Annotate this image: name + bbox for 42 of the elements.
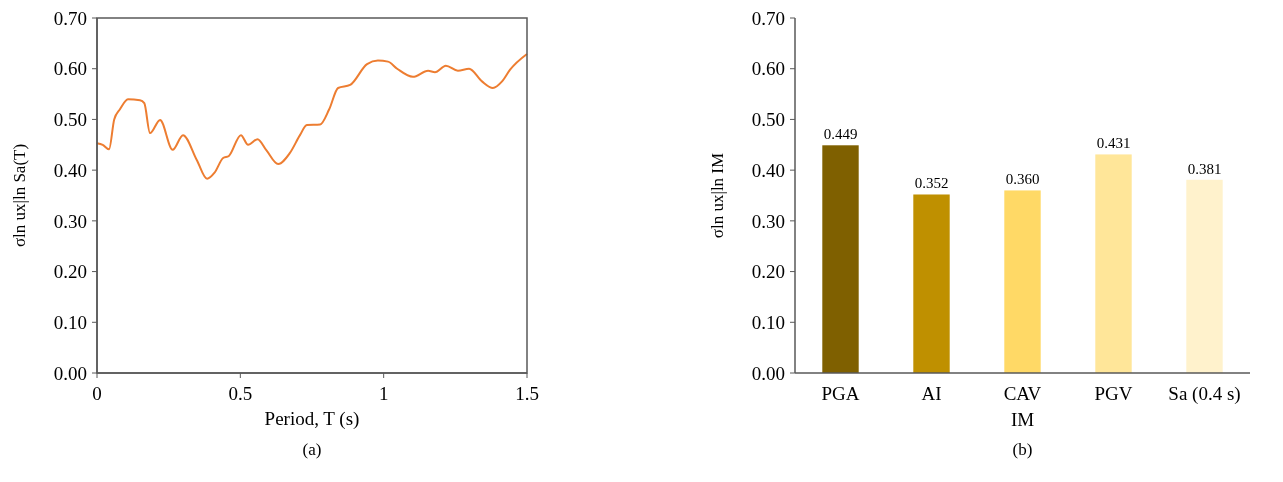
x-tick-label: 1	[378, 383, 389, 404]
bar	[913, 194, 950, 373]
x-tick-label: CAV	[1003, 383, 1042, 404]
y-tick-label: 0.20	[53, 261, 87, 283]
data-label: 0.360	[1005, 171, 1040, 188]
y-tick-label: 0.70	[53, 7, 87, 29]
y-tick-label: 0.10	[751, 311, 785, 333]
line-series	[96, 53, 528, 180]
data-label: 0.431	[1096, 135, 1131, 152]
data-label: 0.352	[914, 175, 949, 192]
text: (a)	[302, 440, 322, 459]
data-label: 0.381	[1187, 160, 1222, 177]
y-tick-label: 0.10	[53, 311, 87, 333]
y-tick-label: 0.40	[53, 159, 87, 181]
y-tick-label: 0.30	[53, 210, 87, 232]
y-tick-label: 0.40	[751, 159, 785, 181]
x-tick-label: 0	[92, 383, 102, 404]
y-axis-title: σln ux|ln Sa(T)	[10, 143, 29, 248]
x-tick-label: PGA	[821, 383, 860, 404]
x-axis-title: Period, T (s)	[264, 408, 360, 430]
y-tick-label: 0.70	[751, 7, 785, 29]
text: (b)	[1012, 440, 1033, 459]
bar	[822, 145, 859, 373]
x-tick-label: PGV	[1094, 383, 1133, 404]
x-tick-label: Sa (0.4 s)	[1168, 383, 1241, 405]
x-axis-title: IM	[1010, 409, 1035, 430]
y-tick-label: 0.50	[751, 109, 785, 131]
y-tick-label: 0.60	[751, 58, 785, 80]
x-tick-label: 0.5	[228, 383, 253, 404]
y-tick-label: 0.60	[53, 58, 87, 80]
bar	[1004, 190, 1041, 373]
y-tick-label: 0.00	[53, 362, 87, 384]
bar	[1186, 179, 1223, 373]
y-tick-label: 0.00	[751, 362, 785, 384]
y-tick-label: 0.50	[53, 109, 87, 131]
y-tick-label: 0.30	[751, 210, 785, 232]
x-tick-label: AI	[921, 383, 942, 404]
y-axis-title: σln ux|ln IM	[708, 152, 727, 239]
y-tick-label: 0.20	[751, 261, 785, 283]
bar	[1095, 154, 1132, 373]
x-tick-label: 1.5	[515, 383, 539, 404]
data-label: 0.449	[823, 126, 858, 143]
